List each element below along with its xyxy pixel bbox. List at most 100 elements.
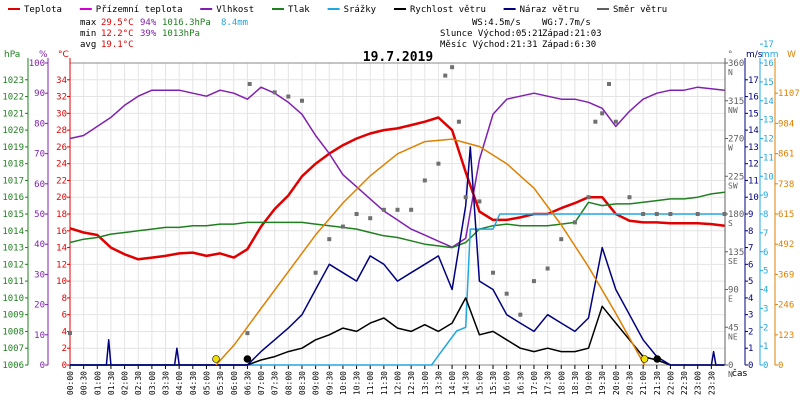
axis-tick-label: 1013 [2, 244, 24, 254]
x-tick-label: 14:00 [448, 371, 457, 395]
x-tick-label: 19:30 [598, 371, 607, 395]
x-tick-label: 01:00 [93, 371, 102, 395]
series-layer [68, 65, 727, 366]
direction-marker [313, 270, 318, 275]
x-tick-label: 14:30 [462, 371, 471, 395]
axis-tick-label: 1011 [2, 277, 24, 287]
series-rychlost-v-tru [70, 297, 725, 366]
x-tick-label: 21:00 [639, 371, 648, 395]
x-tick-label: 19:00 [585, 371, 594, 395]
axis-tick-label: 13 [748, 143, 759, 153]
x-tick-label: 21:30 [653, 371, 662, 395]
x-tick-label: 00:30 [80, 371, 89, 395]
direction-marker [627, 195, 632, 200]
direction-marker [572, 220, 577, 225]
direction-marker [559, 237, 564, 242]
axis-tick-label: 1019 [2, 143, 24, 153]
direction-marker [286, 94, 291, 99]
axis-tick-label: 13 [763, 116, 774, 126]
axis-tick-label: 1014 [2, 227, 24, 237]
axis-tick-label: 6 [763, 248, 768, 258]
axis-tick-label: 10 [56, 277, 67, 287]
axis-tick-label: 10 [748, 193, 759, 203]
axis-tick-label: 40 [34, 240, 45, 250]
unit-direction: ° [728, 50, 733, 60]
unit-pressure: hPa [4, 50, 20, 60]
axis-tick-label: 4 [763, 286, 768, 296]
axis-tick-label: 5 [763, 267, 768, 277]
direction-marker [654, 212, 659, 216]
axis-tick-label: 2 [62, 344, 67, 354]
axis-tick-label: 1007 [2, 344, 24, 354]
direction-marker [68, 331, 72, 336]
legend-label: Teplota [24, 5, 62, 15]
axis-tick-label: 738 [778, 180, 794, 190]
x-tick-label: 08:00 [284, 371, 293, 395]
x-tick-label: 11:30 [380, 371, 389, 395]
axis-tick-label: 50 [34, 210, 45, 220]
legend-label: Srážky [344, 5, 377, 15]
x-tick-label: 15:00 [475, 371, 484, 395]
axis-tick-label: 1 [763, 342, 768, 352]
direction-marker [354, 212, 359, 216]
axis-tick-label: 1006 [2, 361, 24, 371]
stat-max-hum: 94% [140, 18, 157, 28]
axis-tick-label: 246 [778, 301, 794, 311]
axis-tick-label: 100 [29, 59, 45, 69]
axis-tick-label: 1020 [2, 126, 24, 136]
marker-moon [243, 355, 252, 363]
direction-marker [368, 216, 373, 221]
axis-tick-label: 4 [62, 327, 67, 337]
x-tick-label: 04:00 [175, 371, 184, 395]
x-tick-label: 17:30 [544, 371, 553, 395]
legend-label: Směr větru [613, 5, 667, 15]
direction-marker [695, 212, 700, 216]
direction-marker [340, 224, 345, 229]
x-tick-label: 07:30 [271, 371, 280, 395]
axis-tick-label: 180 [728, 210, 744, 220]
stat-min-label: min [80, 29, 96, 39]
axis-tick-label: 861 [778, 150, 794, 160]
legend-label: Vlhkost [216, 5, 254, 15]
stat-min-temp: 12.2°C [101, 29, 134, 39]
legend-label: Tlak [288, 5, 310, 15]
direction-marker [247, 81, 252, 86]
axis-tick-label: 0 [778, 361, 783, 371]
direction-marker [600, 111, 605, 116]
x-tick-label: 01:30 [107, 371, 116, 395]
x-tick-label: 17:00 [530, 371, 539, 395]
axis-direction-label: NW [728, 106, 738, 115]
x-tick-label: 16:00 [503, 371, 512, 395]
x-tick-label: 06:30 [243, 371, 252, 395]
x-tick-label: 05:00 [202, 371, 211, 395]
series-sr-ky [70, 213, 725, 366]
direction-marker [518, 312, 523, 317]
axis-tick-label: 10 [34, 331, 45, 341]
x-tick-label: 05:30 [216, 371, 225, 395]
axis-tick-label: 70 [34, 150, 45, 160]
axis-tick-label: 11 [748, 176, 759, 186]
axis-tick-label: 16 [748, 93, 759, 103]
legend-label: Přízemní teplota [96, 5, 183, 15]
axis-tick-label: 8 [763, 210, 768, 220]
axis-tick-label: 0 [748, 361, 753, 371]
axis-tick-label: 1022 [2, 93, 24, 103]
axis-tick-label: 1021 [2, 109, 24, 119]
direction-marker [545, 266, 550, 271]
axis-tick-label: 80 [34, 119, 45, 129]
direction-marker [409, 207, 414, 212]
axis-tick-label: 4 [748, 294, 753, 304]
direction-marker [327, 237, 332, 242]
x-tick-label: 04:30 [189, 371, 198, 395]
axis-tick-label: 1009 [2, 311, 24, 321]
x-tick-label: 09:30 [325, 371, 334, 395]
stat-moon-set: Západ:6:30 [542, 40, 596, 50]
x-tick-label: 13:30 [434, 371, 443, 395]
x-tick-label: 03:00 [148, 371, 157, 395]
direction-marker [613, 119, 618, 124]
axis-tick-label: 1010 [2, 294, 24, 304]
x-tick-label: 12:30 [407, 371, 416, 395]
axis-tick-label: 28 [56, 126, 67, 136]
axis-tick-label: 9 [748, 210, 753, 220]
direction-marker [491, 270, 496, 275]
